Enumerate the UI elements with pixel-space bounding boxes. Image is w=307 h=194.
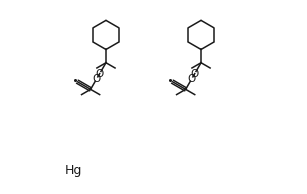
- Text: O: O: [92, 74, 101, 84]
- Text: Hg: Hg: [64, 164, 82, 177]
- Text: O: O: [188, 74, 196, 84]
- Text: O: O: [191, 69, 199, 79]
- Text: O: O: [95, 69, 104, 79]
